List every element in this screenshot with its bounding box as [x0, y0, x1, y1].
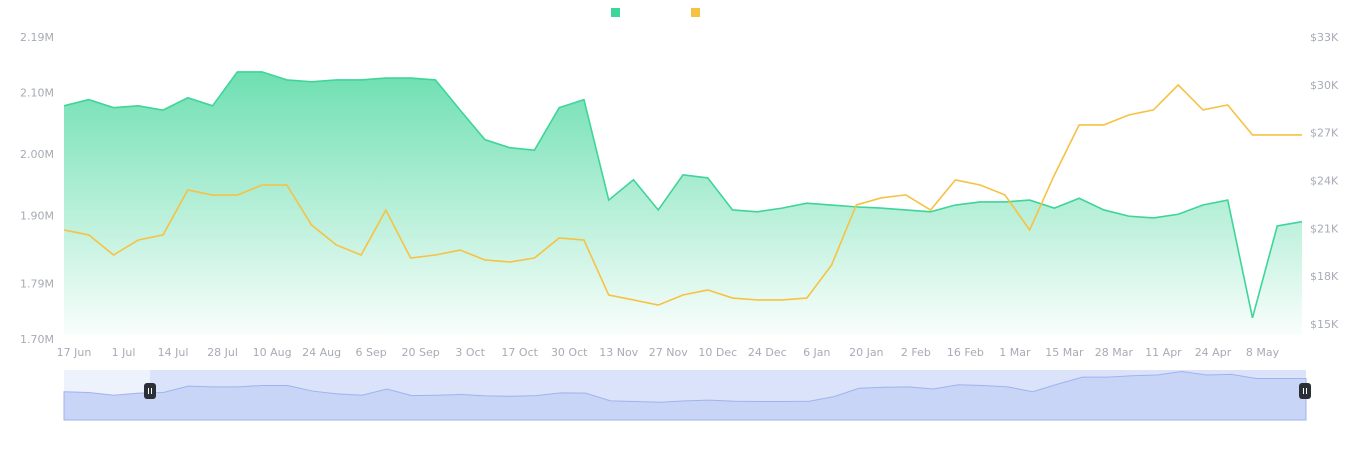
- x-tick-label: 28 Jul: [207, 346, 238, 359]
- x-tick-label: 28 Mar: [1095, 346, 1134, 359]
- x-tick-label: 20 Sep: [402, 346, 440, 359]
- navigator-handle[interactable]: [144, 383, 156, 399]
- x-tick-label: 10 Aug: [253, 346, 292, 359]
- line: [63, 83, 1302, 306]
- y2-tick-label: $30K: [1310, 79, 1339, 92]
- area: [64, 71, 1302, 336]
- x-tick-label: 1 Jul: [112, 346, 136, 359]
- x-tick-label: 24 Aug: [302, 346, 341, 359]
- x-tick-label: 6 Sep: [356, 346, 387, 359]
- y-tick-label: 1.79M: [20, 278, 54, 291]
- y2-tick-label: $24K: [1310, 175, 1339, 188]
- x-tick-label: 13 Nov: [599, 346, 638, 359]
- navigator-series: [63, 371, 1307, 421]
- x-tick-label: 15 Mar: [1045, 346, 1084, 359]
- legend-swatch[interactable]: [611, 8, 620, 17]
- y-tick-label: 1.90M: [20, 210, 54, 223]
- y2-tick-label: $18K: [1310, 270, 1339, 283]
- y-tick-label: 2.19M: [20, 31, 54, 44]
- x-tick-label: 2 Feb: [901, 346, 931, 359]
- x-tick-label: 3 Oct: [455, 346, 485, 359]
- x-tick-label: 6 Jan: [803, 346, 830, 359]
- x-tick-label: 17 Jun: [57, 346, 92, 359]
- x-tick-label: 10 Dec: [698, 346, 737, 359]
- x-tick-label: 14 Jul: [158, 346, 189, 359]
- x-tick-label: 30 Oct: [551, 346, 588, 359]
- x-tick-label: 8 May: [1246, 346, 1280, 359]
- y-tick-label: 2.00M: [20, 148, 54, 161]
- x-tick-label: 24 Dec: [748, 346, 787, 359]
- y2-tick-label: $33K: [1310, 31, 1339, 44]
- y-tick-label: 2.10M: [20, 86, 54, 99]
- x-tick-label: 1 Mar: [999, 346, 1031, 359]
- y-tick-label: 1.70M: [20, 333, 54, 346]
- legend-swatch[interactable]: [691, 8, 700, 17]
- x-tick-label: 16 Feb: [947, 346, 984, 359]
- y2-tick-label: $21K: [1310, 222, 1339, 235]
- navigator-handle[interactable]: [1299, 383, 1311, 399]
- y2-tick-label: $15K: [1310, 318, 1339, 331]
- x-tick-label: 20 Jan: [849, 346, 883, 359]
- line: [63, 71, 1303, 319]
- y2-tick-label: $27K: [1310, 127, 1339, 140]
- x-tick-label: 11 Apr: [1145, 346, 1182, 359]
- x-tick-label: 27 Nov: [649, 346, 688, 359]
- x-tick-label: 24 Apr: [1195, 346, 1232, 359]
- x-tick-label: 17 Oct: [501, 346, 538, 359]
